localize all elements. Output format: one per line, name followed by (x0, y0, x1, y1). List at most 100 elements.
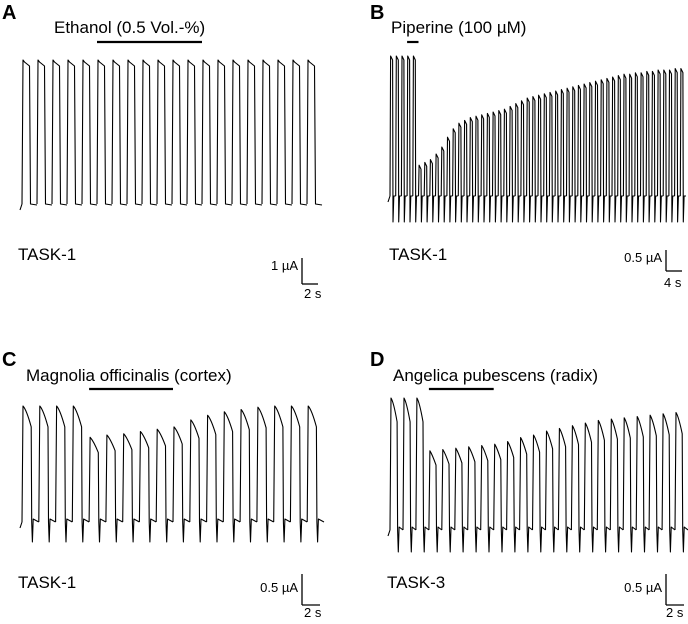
pulse-a-17 (261, 59, 278, 206)
pulse-c-7 (122, 433, 140, 543)
pulse-d-2 (402, 397, 417, 553)
pulse-b-19 (491, 111, 499, 223)
pulse-a-9 (141, 59, 158, 206)
pulse-c-3 (55, 405, 73, 543)
scale-current-c: 0.5 µA (260, 580, 298, 595)
pulse-b-27 (537, 94, 544, 223)
pulse-c-5 (88, 436, 107, 543)
pulse-a-18 (276, 59, 293, 206)
compound-label-a: Ethanol (0.5 Vol.-%) (54, 18, 206, 37)
pulse-d-21 (648, 414, 663, 553)
pulse-b-3 (400, 55, 408, 223)
pulse-d-5 (441, 448, 456, 553)
pulse-b-30 (554, 90, 561, 223)
pulse-b-51 (674, 68, 681, 223)
channel-label-d: TASK-3 (387, 573, 446, 592)
scale-time-a: 2 s (304, 286, 322, 301)
panel-letter-d: D (370, 349, 385, 371)
pulse-c-12 (206, 414, 224, 543)
channel-label-a: TASK-1 (18, 245, 77, 264)
pulse-b-8 (429, 159, 436, 223)
pulse-b-2 (395, 55, 402, 223)
pulse-d-23 (674, 411, 688, 553)
pulse-d-6 (454, 447, 469, 553)
pulse-d-8 (480, 444, 495, 553)
pulse-b-25 (526, 97, 533, 223)
pulse-c-13 (222, 411, 241, 543)
pulse-a-8 (126, 59, 143, 206)
pulse-d-14 (557, 427, 572, 553)
pulse-b-24 (520, 100, 527, 223)
pulse-b-33 (571, 86, 578, 223)
pulse-b-32 (565, 87, 573, 223)
pulse-b-9 (434, 153, 442, 223)
pulse-c-14 (239, 408, 258, 543)
pulse-b-45 (639, 72, 647, 223)
pulse-b-46 (645, 70, 652, 223)
pulse-b-36 (588, 82, 595, 223)
pulse-d-11 (519, 437, 533, 553)
pulse-a-11 (171, 59, 188, 206)
pulse-d-4 (428, 450, 443, 553)
pulse-b-49 (662, 69, 669, 223)
pulse-b-39 (605, 77, 612, 223)
pulse-b-12 (452, 128, 459, 223)
pulse-a-16 (246, 59, 263, 206)
pulse-b-44 (634, 72, 641, 223)
scale-time-d: 2 s (666, 605, 684, 620)
pulse-b-17 (480, 114, 487, 223)
pulse-b-29 (548, 91, 556, 223)
pulse-b-52 (679, 68, 686, 223)
pulse-c-2 (38, 405, 56, 543)
pulse-b-40 (611, 76, 618, 223)
pulse-b-35 (582, 83, 590, 223)
scale-time-b: 4 s (664, 275, 682, 290)
pulse-d-19 (622, 417, 637, 553)
pulse-a-3 (51, 59, 68, 206)
pulse-c-9 (155, 428, 174, 543)
pulse-d-9 (493, 443, 507, 553)
pulse-c-16 (273, 405, 291, 543)
pulse-d-7 (467, 446, 482, 553)
pulse-a-13 (201, 59, 218, 206)
pulse-b-41 (617, 75, 624, 223)
pulse-a-6 (96, 59, 113, 206)
pulse-c-15 (256, 406, 274, 543)
pulse-b-4 (406, 55, 413, 223)
pulse-b-14 (463, 119, 470, 223)
pulse-b-16 (474, 115, 482, 223)
pulse-a-20 (306, 59, 323, 206)
pulse-a-12 (186, 59, 203, 206)
pulse-d-13 (544, 430, 559, 553)
pulse-b-13 (457, 122, 464, 223)
pulse-b-18 (486, 112, 493, 223)
pulse-c-18 (306, 405, 325, 543)
panel-letter-a: A (2, 2, 17, 24)
pulse-d-20 (635, 415, 650, 553)
pulse-b-23 (514, 103, 521, 223)
trace-start-c (19, 521, 23, 529)
scale-current-b: 0.5 µA (624, 250, 662, 265)
trace-start-d (387, 529, 391, 537)
pulse-c-10 (172, 426, 191, 543)
pulse-a-2 (36, 59, 53, 206)
pulse-a-7 (111, 59, 128, 206)
pulse-d-1 (389, 397, 404, 553)
pulse-d-22 (661, 413, 676, 553)
compound-label-d: Angelica pubescens (radix) (393, 366, 599, 385)
pulse-d-16 (583, 422, 598, 553)
pulse-c-11 (189, 419, 207, 543)
pulse-a-19 (291, 59, 308, 206)
pulse-b-15 (469, 117, 476, 223)
pulse-b-1 (389, 55, 396, 223)
pulse-b-10 (440, 146, 447, 223)
scale-current-d: 0.5 µA (624, 580, 662, 595)
pulse-b-42 (622, 73, 630, 223)
panel-letter-c: C (2, 349, 17, 371)
pulse-b-34 (577, 84, 584, 223)
pulse-b-37 (594, 80, 601, 223)
pulse-b-50 (668, 69, 675, 223)
pulse-d-15 (570, 425, 585, 553)
pulse-b-43 (628, 73, 635, 223)
